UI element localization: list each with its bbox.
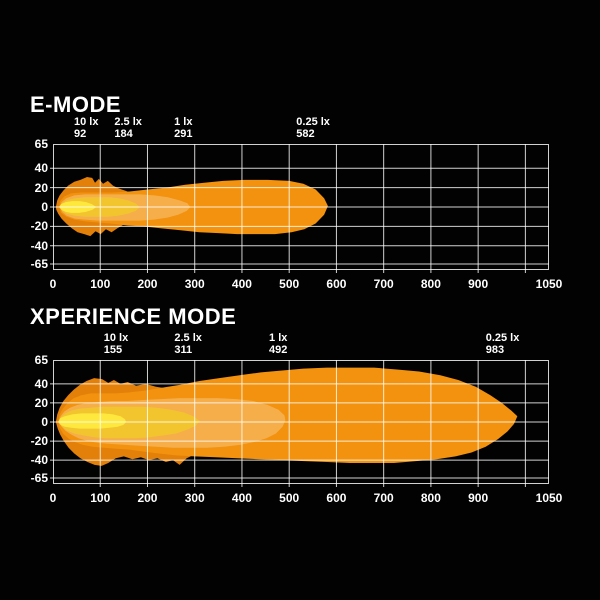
y-axis-tick-label: 20 xyxy=(34,180,48,195)
y-axis-tick-label: 40 xyxy=(34,376,48,391)
x-axis-tick-label: 0 xyxy=(49,277,57,291)
x-axis-tick-label: 600 xyxy=(326,277,347,291)
y-axis-tick-label: 65 xyxy=(34,353,48,367)
x-axis-tick-label: 600 xyxy=(326,491,347,505)
x-axis-tick-label: 800 xyxy=(420,491,441,505)
x-axis-tick-label: 500 xyxy=(279,491,300,505)
x-axis-tick-label: 300 xyxy=(184,277,205,291)
isolux-distance-value: 291 xyxy=(174,127,193,140)
isolux-distance-value: 582 xyxy=(296,127,315,140)
y-axis-tick-label: 40 xyxy=(34,161,48,176)
plot-area xyxy=(50,144,549,273)
y-axis-tick-label: -40 xyxy=(30,453,48,468)
x-axis-tick-label: 400 xyxy=(231,491,252,505)
x-axis-tick-label: 200 xyxy=(137,491,158,505)
beam-contour-1lx xyxy=(59,398,286,448)
beam-spill-wings xyxy=(55,176,130,237)
isolux-lux-value: 1 lx xyxy=(174,116,193,128)
plot-area xyxy=(50,360,549,487)
x-axis-tick-label: 500 xyxy=(279,277,300,291)
beam-pattern-svg xyxy=(55,176,328,237)
x-axis-tick-label: 300 xyxy=(184,491,205,505)
y-axis-tick-label: -20 xyxy=(30,434,48,449)
y-axis-tick-label: 0 xyxy=(41,415,48,429)
y-axis-tick-label: 20 xyxy=(34,395,48,410)
isolux-lux-value: 10 lx xyxy=(73,116,99,128)
x-axis-tick-label: 1050 xyxy=(535,277,563,291)
isolux-distance-value: 184 xyxy=(114,127,133,140)
chart-title: E-MODE xyxy=(30,92,121,117)
isolux-distance-value: 92 xyxy=(73,127,87,140)
grid-overlay xyxy=(50,360,549,487)
x-axis-tick-label: 0 xyxy=(49,491,57,505)
beam-contour-0.25lx xyxy=(59,179,328,235)
isolux-label-1lx: 1 lx 492 xyxy=(269,332,288,356)
beam-contour-1lx xyxy=(60,194,191,221)
isolux-lux-value: 2.5 lx xyxy=(114,116,142,128)
x-axis-tick-label: 100 xyxy=(90,277,111,291)
x-axis-tick-label: 200 xyxy=(137,277,158,291)
x-axis-tick-label: 700 xyxy=(373,491,394,505)
y-axis-tick-label: -65 xyxy=(30,257,48,271)
isolux-label-10lx: 10 lx 155 xyxy=(103,332,129,356)
x-axis-tick-label: 900 xyxy=(468,491,489,505)
y-axis-tick-label: -40 xyxy=(30,238,48,253)
isolux-lux-value: 1 lx xyxy=(269,332,288,344)
x-axis-tick-label: 400 xyxy=(231,277,252,291)
y-axis-tick-label: 0 xyxy=(41,200,48,214)
isolux-label-1lx: 1 lx 291 xyxy=(174,116,193,140)
x-axis-tick-label: 100 xyxy=(90,491,111,505)
isolux-label-2.5lx: 2.5 lx 184 xyxy=(114,116,142,140)
beam-contour-2.5lx xyxy=(60,197,140,217)
isolux-distance-value: 311 xyxy=(174,343,193,356)
y-axis-tick-label: 65 xyxy=(34,137,48,151)
beam-contour-10lx xyxy=(58,413,127,429)
isolux-distance-value: 983 xyxy=(485,343,505,356)
chart-title: XPERIENCE MODE xyxy=(30,304,237,329)
beam-contour-2.5lx xyxy=(59,406,200,439)
beam-pattern-svg xyxy=(55,367,518,466)
isolux-distance-value: 155 xyxy=(103,343,123,356)
beam-contour-0.25lx xyxy=(58,367,518,464)
x-axis-tick-label: 1050 xyxy=(535,491,563,505)
isolux-lux-value: 0.25 lx xyxy=(485,332,520,344)
isolux-lux-value: 0.25 lx xyxy=(296,116,330,128)
isolux-label-10lx: 10 lx 92 xyxy=(73,116,99,140)
y-axis-tick-label: -20 xyxy=(30,219,48,234)
isolux-lux-value: 2.5 lx xyxy=(174,332,202,344)
x-axis-tick-label: 700 xyxy=(373,277,394,291)
isolux-label-0.25lx: 0.25 lx 582 xyxy=(296,116,330,140)
y-axis-tick-label: -65 xyxy=(30,471,48,485)
beam-contour-10lx xyxy=(59,201,97,213)
grid-overlay xyxy=(50,144,549,273)
isolux-lux-value: 10 lx xyxy=(103,332,129,344)
isolux-distance-value: 492 xyxy=(269,343,288,356)
x-axis-tick-label: 800 xyxy=(420,277,441,291)
isolux-label-2.5lx: 2.5 lx 311 xyxy=(174,332,202,356)
x-axis-tick-label: 900 xyxy=(468,277,489,291)
isolux-label-0.25lx: 0.25 lx 983 xyxy=(485,332,520,356)
beam-spill-wings xyxy=(55,378,213,466)
